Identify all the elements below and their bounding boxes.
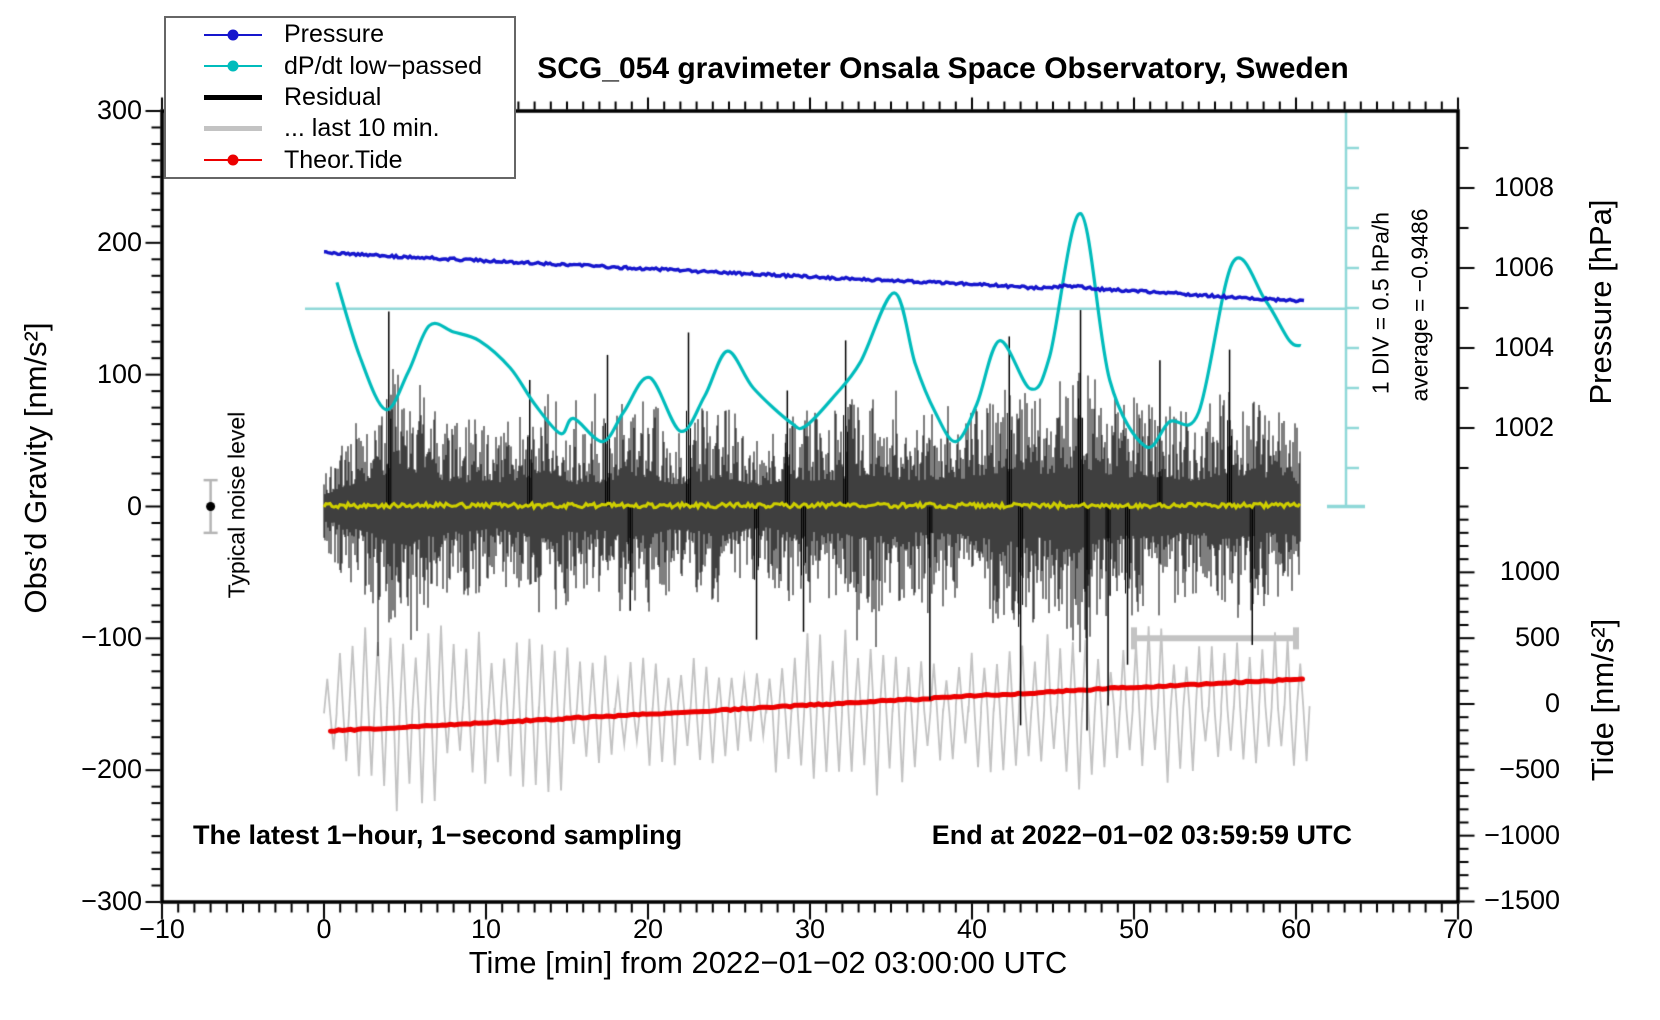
x-tick-label: 40 [956,914,988,944]
y-axis-title-tide: Tide [nm/s²] [1585,618,1620,782]
legend-item-pressure: Pressure [166,20,514,49]
dpdt-marker-icon [227,60,239,72]
average-value-label: average = −0.9486 [1406,208,1433,402]
legend-label: dP/dt low−passed [284,51,483,80]
gravity-tick-label: 100 [96,358,142,389]
gravity-tick-label: 0 [126,490,142,521]
gravity-tick-label: −200 [81,754,142,785]
pressure-tick-label: 1008 [1493,172,1554,202]
dpdt-line-sample [204,60,262,72]
x-tick-label: −10 [139,914,185,944]
pressure-marker-icon [227,29,239,41]
legend: Pressure dP/dt low−passed Residual ... l… [164,16,516,179]
x-axis-title: Time [min] from 2022−01−02 03:00:00 UTC [468,945,1068,980]
x-tick-label: 60 [1280,914,1312,944]
pressure-tick-label: 1004 [1493,332,1554,362]
end-time-note: End at 2022−01−02 03:59:59 UTC [931,820,1352,850]
tide-tick-label: 1000 [1499,556,1560,587]
residual-line-sample [204,94,262,100]
pressure-line-sample [204,29,262,41]
x-tick-label: 50 [1118,914,1150,944]
legend-label: Residual [284,82,382,111]
legend-label: ... last 10 min. [284,114,440,143]
gravity-tick-label: 200 [96,226,142,257]
legend-label: Pressure [284,20,385,49]
pressure-tick-label: 1006 [1493,252,1554,282]
gravity-tick-label: −100 [81,622,142,653]
x-tick-label: 30 [794,914,826,944]
tide-line-sample [204,154,262,166]
tide-tick-label: −1500 [1484,885,1560,916]
page-title: SCG_054 gravimeter Onsala Space Observat… [537,52,1349,85]
tide-tick-label: −1000 [1484,819,1560,850]
legend-item-residual: Residual [166,83,514,112]
last10-line-sample [204,126,262,132]
x-tick-label: 10 [470,914,502,944]
x-tick-label: 20 [632,914,664,944]
legend-item-dpdt: dP/dt low−passed [166,52,514,81]
legend-label: Theor.Tide [284,145,403,174]
tide-marker-icon [227,154,239,166]
legend-item-last10: ... last 10 min. [166,114,514,143]
pressure-tick-label: 1002 [1493,412,1554,442]
tide-tick-label: 0 [1544,688,1560,718]
tide-tick-label: −500 [1499,753,1560,784]
gravity-tick-label: 300 [96,95,142,125]
x-tick-label: 0 [316,914,332,944]
y-axis-title-pressure: Pressure [hPa] [1583,199,1618,405]
gravity-tick-label: −300 [81,886,142,916]
div-scale-label: 1 DIV = 0.5 hPa/h [1367,211,1394,395]
tide-tick-label: 500 [1514,622,1560,653]
noise-level-label: Typical noise level [223,411,250,599]
sampling-note: The latest 1−hour, 1−second sampling [193,820,683,850]
legend-item-tide: Theor.Tide [166,146,514,175]
x-tick-label: 70 [1442,914,1474,944]
